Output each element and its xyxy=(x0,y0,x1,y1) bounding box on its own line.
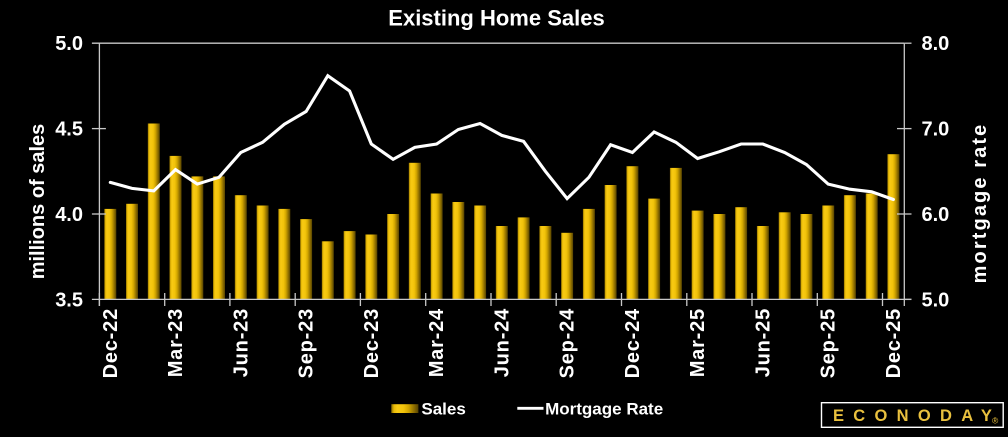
svg-text:Sep-24: Sep-24 xyxy=(557,308,579,378)
svg-text:millions of sales: millions of sales xyxy=(27,124,49,280)
svg-text:Existing Home Sales: Existing Home Sales xyxy=(388,6,604,31)
svg-text:7.0: 7.0 xyxy=(922,119,950,141)
svg-text:Mar-24: Mar-24 xyxy=(426,308,448,377)
svg-text:Jun-24: Jun-24 xyxy=(491,308,513,377)
svg-text:Sep-23: Sep-23 xyxy=(296,308,318,378)
svg-text:Jun-25: Jun-25 xyxy=(752,308,774,377)
svg-text:Dec-24: Dec-24 xyxy=(622,308,644,378)
svg-text:3.5: 3.5 xyxy=(55,289,83,311)
svg-text:8.0: 8.0 xyxy=(922,33,950,55)
svg-text:®: ® xyxy=(992,416,999,426)
svg-text:5.0: 5.0 xyxy=(922,289,950,311)
svg-text:4.0: 4.0 xyxy=(55,204,83,226)
svg-text:Mar-23: Mar-23 xyxy=(165,308,187,377)
svg-text:Dec-22: Dec-22 xyxy=(100,308,122,378)
svg-text:5.0: 5.0 xyxy=(55,33,83,55)
svg-text:4.5: 4.5 xyxy=(55,119,83,141)
svg-text:Mortgage Rate: Mortgage Rate xyxy=(545,400,663,419)
svg-text:Dec-23: Dec-23 xyxy=(361,308,383,378)
svg-text:mortgage rate: mortgage rate xyxy=(969,123,991,284)
svg-text:6.0: 6.0 xyxy=(922,204,950,226)
svg-text:Dec-25: Dec-25 xyxy=(883,308,905,378)
svg-text:Mar-25: Mar-25 xyxy=(687,308,709,377)
svg-text:Sep-25: Sep-25 xyxy=(818,308,840,378)
svg-text:Sales: Sales xyxy=(421,400,465,419)
svg-text:Jun-23: Jun-23 xyxy=(230,308,252,377)
svg-text:ECONODAY: ECONODAY xyxy=(833,407,1001,425)
